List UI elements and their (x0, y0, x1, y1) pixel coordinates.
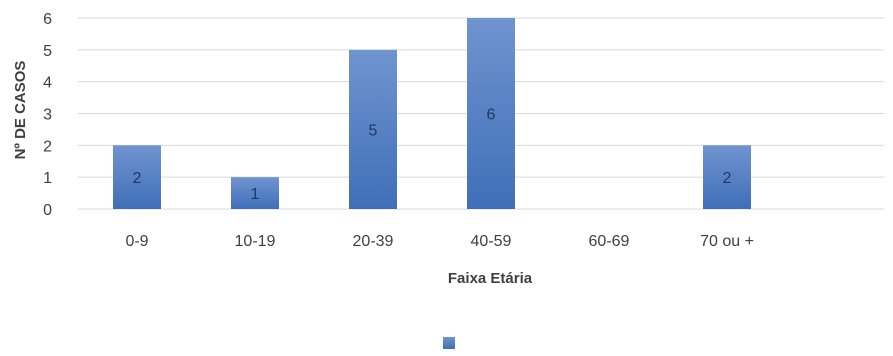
x-tick-label: 40-59 (471, 233, 512, 250)
bar-10-19 (231, 177, 279, 209)
x-axis-ticks: 0-9 10-19 20-39 40-59 60-69 70 ou + (125, 233, 753, 250)
x-tick-label: 0-9 (125, 233, 148, 250)
data-labels: 2 1 5 6 2 (133, 107, 732, 204)
bar-0-9 (113, 145, 161, 209)
data-label: 2 (133, 170, 142, 187)
y-tick-label: 0 (43, 202, 52, 219)
x-axis-title: Faixa Etária (448, 270, 533, 287)
y-axis-title: Nº DE CASOS (12, 61, 29, 160)
y-tick-label: 2 (43, 138, 52, 155)
x-tick-label: 70 ou + (700, 233, 754, 250)
data-label: 6 (487, 107, 496, 124)
y-axis-ticks: 0 1 2 3 4 5 6 (43, 11, 52, 219)
y-tick-label: 3 (43, 107, 52, 124)
bar-70-ou-+ (703, 145, 751, 209)
x-tick-label: 20-39 (353, 233, 394, 250)
y-tick-label: 5 (43, 43, 52, 60)
x-tick-label: 10-19 (235, 233, 276, 250)
bar-20-39 (349, 49, 397, 210)
legend-swatch (443, 337, 455, 349)
data-label: 5 (369, 122, 378, 139)
x-tick-label: 60-69 (589, 233, 630, 250)
bar-40-59 (467, 18, 515, 209)
y-tick-label: 6 (43, 11, 52, 28)
bars (113, 18, 751, 210)
data-label: 1 (251, 186, 260, 203)
y-tick-label: 1 (43, 170, 52, 187)
data-label: 2 (723, 170, 732, 187)
y-tick-label: 4 (43, 75, 52, 92)
